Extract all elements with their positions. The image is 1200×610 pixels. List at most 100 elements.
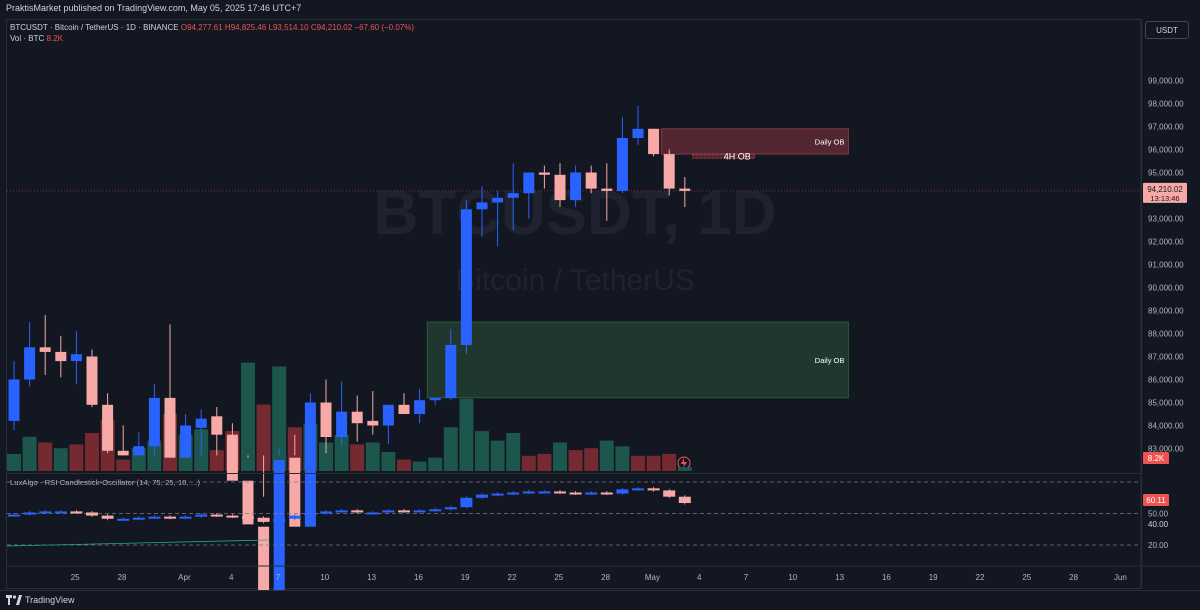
order-block-label: 4H OB xyxy=(724,151,751,161)
candle xyxy=(507,193,519,198)
oscillator-candle xyxy=(663,490,676,497)
oscillator-candle xyxy=(351,510,364,513)
time-tick-label: Jun xyxy=(1114,573,1127,582)
order-block-zone xyxy=(660,128,849,155)
time-tick-label: 13 xyxy=(835,573,844,582)
oscillator-tick-label: 40.00 xyxy=(1148,520,1169,529)
candle xyxy=(24,347,36,380)
oscillator-candle xyxy=(210,514,223,517)
volume-bar xyxy=(241,362,255,471)
price-tick-label: 87,000.00 xyxy=(1148,353,1184,362)
tradingview-wordmark: TradingView xyxy=(25,595,75,605)
candle xyxy=(382,404,394,426)
symbol-legend[interactable]: BTCUSDT · Bitcoin / TetherUS · 1D · BINA… xyxy=(10,23,414,32)
candle xyxy=(679,188,691,191)
candle xyxy=(523,172,535,194)
oscillator-candle xyxy=(335,510,348,513)
price-tick-label: 95,000.00 xyxy=(1148,169,1184,178)
volume-value: 8.2K xyxy=(46,34,63,43)
time-tick-label: 22 xyxy=(508,573,517,582)
price-tick-label: 86,000.00 xyxy=(1148,376,1184,385)
candle xyxy=(601,188,613,191)
candle xyxy=(148,397,160,447)
candle xyxy=(273,460,285,601)
time-tick-label: Apr xyxy=(178,573,191,582)
time-tick-label: 28 xyxy=(601,573,610,582)
candle xyxy=(554,174,566,201)
candle xyxy=(258,526,270,601)
volume-label: Vol · BTC xyxy=(10,34,45,43)
price-countdown: 13:13:46 xyxy=(1150,194,1179,203)
volume-bar xyxy=(365,442,380,471)
lightning-icon xyxy=(681,458,687,468)
time-tick-label: 10 xyxy=(788,573,797,582)
price-tick-label: 98,000.00 xyxy=(1148,100,1184,109)
watermark-name: Bitcoin / TetherUS xyxy=(455,264,695,297)
price-tick-label: 96,000.00 xyxy=(1148,146,1184,155)
volume-bar xyxy=(553,442,567,471)
time-tick-label: 7 xyxy=(276,573,281,582)
candle xyxy=(460,209,472,345)
oscillator-candle xyxy=(132,517,145,520)
oscillator-candle xyxy=(86,512,98,516)
oscillator-candle xyxy=(585,492,598,495)
time-tick-label: 4 xyxy=(697,573,702,582)
ohlc-change: −67.60 (−0.07%) xyxy=(354,23,415,32)
oscillator-candle xyxy=(288,515,301,519)
tradingview-logo[interactable]: TradingView xyxy=(6,595,75,605)
oscillator-candle xyxy=(429,509,442,512)
order-block-label: Daily OB xyxy=(815,137,845,146)
time-tick-label: 16 xyxy=(882,573,891,582)
volume-bar xyxy=(537,453,552,471)
oscillator-candle xyxy=(413,510,426,513)
price-tick-label: 92,000.00 xyxy=(1148,238,1184,247)
time-tick-label: May xyxy=(645,573,660,582)
candle xyxy=(117,450,129,456)
price-tick-label: 83,000.00 xyxy=(1148,445,1184,454)
price-tick-label: 84,000.00 xyxy=(1148,422,1184,431)
time-tick-label: 10 xyxy=(320,573,329,582)
volume-bar xyxy=(53,448,68,471)
candle xyxy=(632,128,644,138)
time-tick-label: 25 xyxy=(71,573,80,582)
oscillator-candle xyxy=(366,512,379,515)
candle xyxy=(226,434,238,481)
price-tick-label: 88,000.00 xyxy=(1148,330,1184,339)
oscillator-candle xyxy=(23,512,36,515)
candle xyxy=(304,402,316,527)
ohlc-close: C94,210.02 xyxy=(310,23,353,32)
volume-bar xyxy=(584,448,599,471)
oscillator-candle xyxy=(70,511,83,514)
volume-bar xyxy=(319,442,333,471)
time-tick-label: 28 xyxy=(1069,573,1078,582)
oscillator-candle xyxy=(195,514,208,517)
volume-legend[interactable]: Vol · BTC 8.2K xyxy=(10,34,63,43)
ohlc-high: H94,825.46 xyxy=(224,23,267,32)
volume-bar xyxy=(677,467,692,471)
volume-bar xyxy=(209,450,224,471)
candle xyxy=(585,172,597,189)
oscillator-candle xyxy=(600,492,613,495)
volume-bar xyxy=(568,450,583,471)
price-tick-label: 97,000.00 xyxy=(1148,123,1184,132)
volume-bar xyxy=(599,440,614,471)
oscillator-candle xyxy=(226,515,239,518)
oscillator-title[interactable]: LuxAlgo - RSI Candlestick-Oscillator (14… xyxy=(10,478,201,487)
oscillator-candle xyxy=(164,516,176,519)
volume-bar xyxy=(506,433,521,471)
time-tick-label: 13 xyxy=(367,573,376,582)
candle xyxy=(414,400,426,414)
oscillator-candle xyxy=(616,489,629,494)
order-block-zone xyxy=(426,321,849,399)
currency-button[interactable]: USDT xyxy=(1145,21,1189,39)
oscillator-candle xyxy=(54,511,67,514)
volume-bar xyxy=(521,455,536,471)
candle xyxy=(86,356,98,405)
candle xyxy=(195,418,207,428)
candle xyxy=(616,138,628,191)
oscillator-candle xyxy=(491,493,504,496)
oscillator-candle xyxy=(8,514,20,517)
volume-bar xyxy=(38,442,53,471)
oscillator-candle xyxy=(398,510,410,513)
